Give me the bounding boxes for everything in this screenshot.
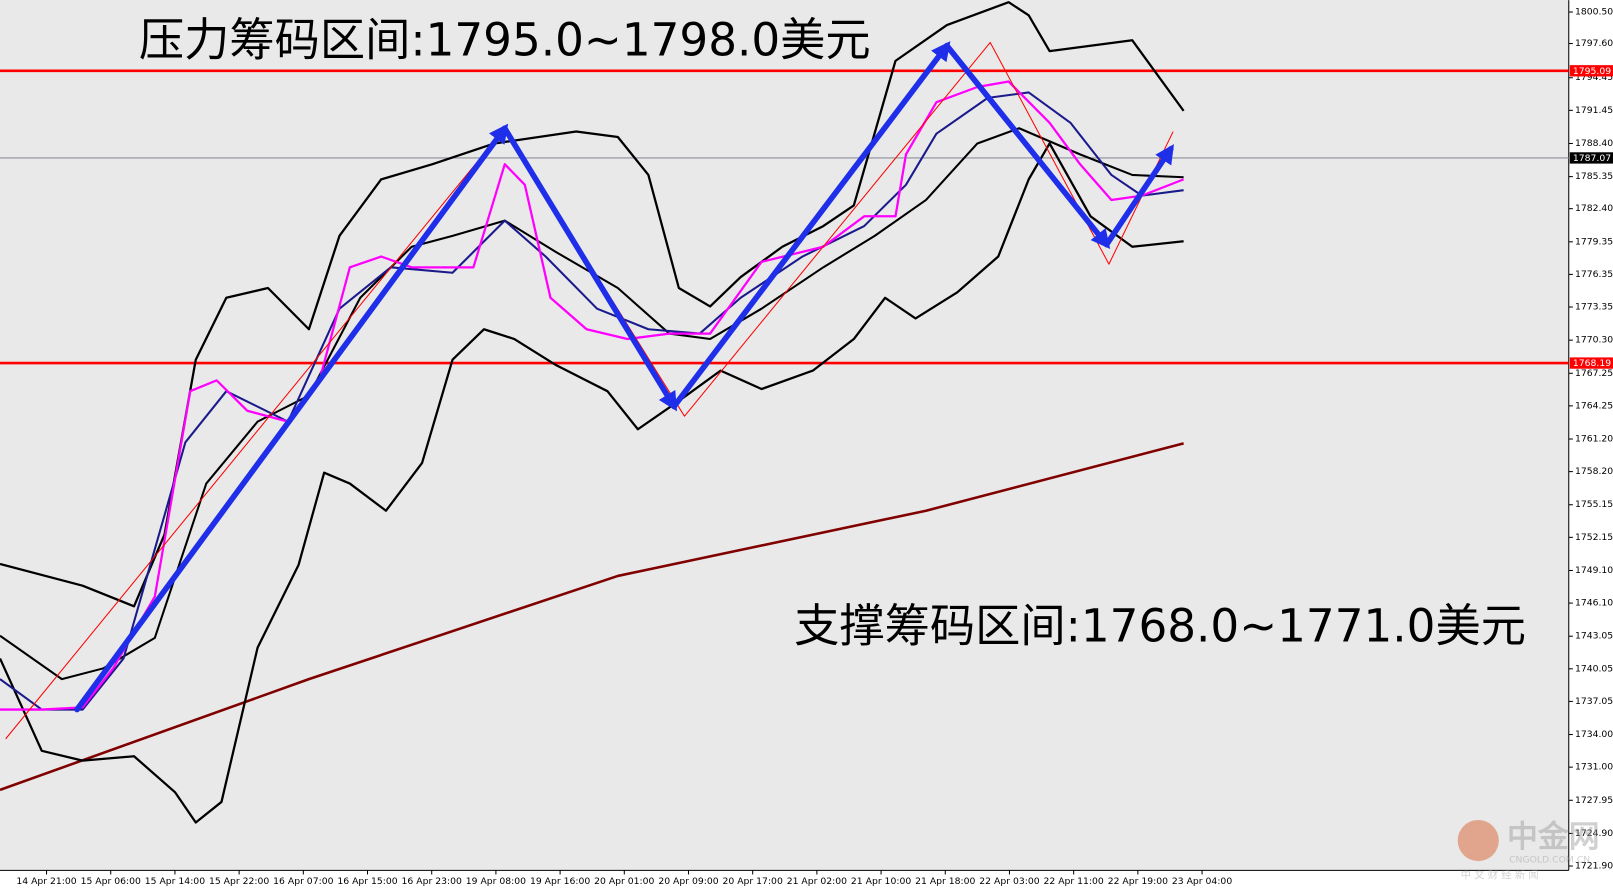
- x-tick-label: 15 Apr 14:00: [145, 876, 205, 887]
- x-tick-label: 16 Apr 23:00: [402, 876, 462, 887]
- y-tick-label: 1721.90: [1575, 861, 1613, 872]
- y-tick-label: 1755.15: [1575, 499, 1613, 510]
- indicator-line: [0, 1, 1185, 608]
- y-tick-label: 1749.10: [1575, 565, 1613, 576]
- x-tick-label: 22 Apr 19:00: [1108, 876, 1168, 887]
- level-label: 1787.07: [1573, 153, 1611, 164]
- y-tick-label: 1782.40: [1575, 203, 1613, 214]
- trend-arrow: [1103, 144, 1174, 248]
- x-tick-label: 15 Apr 22:00: [209, 876, 269, 887]
- watermark-url: CNGOLD.COM.CN: [1509, 855, 1590, 866]
- trend-arrow: [671, 41, 951, 410]
- y-tick-label: 1758.20: [1575, 466, 1613, 477]
- watermark-tagline: 中 文 财 经 新 闻: [1461, 868, 1539, 881]
- y-tick-label: 1740.05: [1575, 663, 1613, 674]
- indicator-line: [0, 142, 1184, 824]
- x-tick-label: 14 Apr 21:00: [16, 876, 76, 887]
- y-tick-label: 1764.25: [1575, 400, 1613, 411]
- y-tick-label: 1785.35: [1575, 171, 1613, 182]
- y-tick-label: 1737.05: [1575, 696, 1613, 707]
- watermark-name: 中金网: [1507, 819, 1600, 855]
- x-tick-label: 19 Apr 16:00: [530, 876, 590, 887]
- level-label: 1795.09: [1573, 66, 1611, 77]
- y-tick-label: 1770.30: [1575, 335, 1613, 346]
- y-tick-label: 1800.50: [1575, 7, 1613, 18]
- level-label: 1768.19: [1573, 358, 1611, 369]
- level-label-box: [1569, 65, 1613, 77]
- y-tick-label: 1779.35: [1575, 236, 1613, 247]
- y-tick-label: 1776.35: [1575, 269, 1613, 280]
- watermark: 中金网 CNGOLD.COM.CN 中 文 财 经 新 闻: [1457, 819, 1600, 881]
- x-tick-label: 20 Apr 01:00: [594, 876, 654, 887]
- x-tick-label: 20 Apr 09:00: [658, 876, 718, 887]
- x-tick-label: 16 Apr 15:00: [337, 876, 397, 887]
- indicator-line: [0, 442, 1184, 792]
- price-axis-background: [1568, 0, 1613, 891]
- trend-arrow: [74, 123, 509, 713]
- y-tick-label: 1752.15: [1575, 532, 1613, 543]
- trend-arrow: [944, 42, 1111, 250]
- level-label-box: [1569, 357, 1613, 369]
- annotation: 压力筹码区间:1795.0~1798.0美元: [139, 13, 871, 66]
- y-tick-label: 1767.25: [1575, 368, 1613, 379]
- y-tick-label: 1791.45: [1575, 105, 1613, 116]
- y-tick-label: 1794.45: [1575, 72, 1613, 83]
- x-tick-label: 22 Apr 11:00: [1044, 876, 1104, 887]
- x-tick-label: 23 Apr 04:00: [1172, 876, 1232, 887]
- indicator-line: [5, 41, 1174, 740]
- x-tick-label: 21 Apr 10:00: [851, 876, 911, 887]
- x-tick-label: 20 Apr 17:00: [723, 876, 783, 887]
- x-tick-label: 21 Apr 18:00: [915, 876, 975, 887]
- x-tick-label: 16 Apr 07:00: [273, 876, 333, 887]
- x-tick-label: 21 Apr 02:00: [787, 876, 847, 887]
- x-tick-label: 22 Apr 03:00: [979, 876, 1039, 887]
- watermark-logo: [1457, 819, 1499, 862]
- indicator-line: [0, 80, 1185, 711]
- x-tick-label: 15 Apr 06:00: [81, 876, 141, 887]
- y-tick-label: 1746.10: [1575, 598, 1613, 609]
- y-tick-label: 1797.60: [1575, 38, 1613, 49]
- y-tick-label: 1734.00: [1575, 729, 1613, 740]
- x-tick-label: 19 Apr 08:00: [466, 876, 526, 887]
- y-tick-label: 1743.05: [1575, 631, 1613, 642]
- trend-arrow: [501, 125, 678, 412]
- indicator-line: [0, 127, 1184, 681]
- time-axis-background: [0, 870, 1569, 891]
- annotation: 支撑筹码区间:1768.0~1771.0美元: [794, 600, 1526, 653]
- y-tick-label: 1788.40: [1575, 138, 1613, 149]
- overlay: 压力筹码区间:1795.0~1798.0美元 支撑筹码区间:1768.0~177…: [139, 13, 1600, 881]
- plot-background: [0, 0, 1569, 871]
- y-tick-label: 1761.20: [1575, 434, 1613, 445]
- y-tick-label: 1731.00: [1575, 762, 1613, 773]
- level-label-box: [1569, 152, 1613, 164]
- y-tick-label: 1727.95: [1575, 795, 1613, 806]
- y-tick-label: 1724.90: [1575, 828, 1613, 839]
- y-tick-label: 1773.35: [1575, 302, 1613, 313]
